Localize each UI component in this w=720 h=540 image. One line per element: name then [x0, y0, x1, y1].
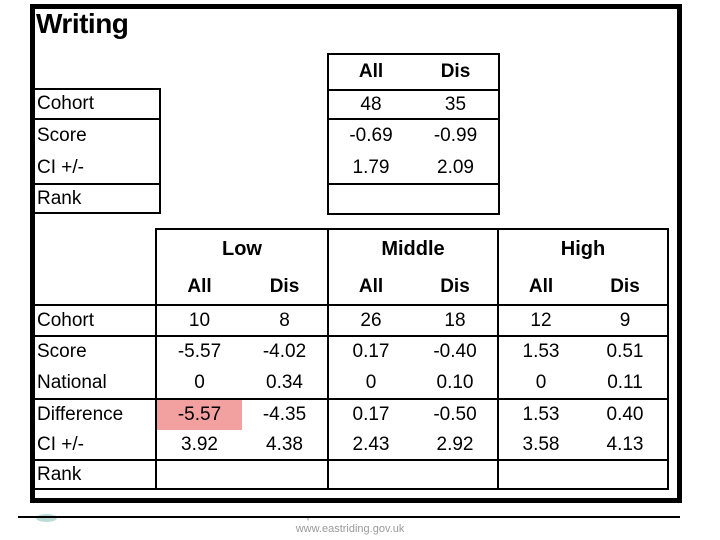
table-cell: 0.51: [583, 335, 669, 367]
column-header: All: [497, 269, 583, 306]
logo-fragment: [36, 514, 57, 522]
table-cell: 9: [583, 304, 669, 337]
difference-highlight-cell: -5.57: [155, 398, 242, 430]
table-cell: 0.17: [327, 335, 413, 367]
table-cell: 3.92: [155, 430, 242, 461]
table-cell: -4.02: [242, 335, 329, 367]
slide-border: [30, 4, 682, 503]
column-header: All: [155, 269, 242, 306]
table-cell: 26: [327, 304, 413, 337]
table-cell: 1.79: [327, 152, 413, 185]
footer-divider: [18, 516, 680, 518]
spacer-cell: [31, 269, 156, 305]
table-cell: 0: [155, 367, 242, 400]
table-cell: 3.58: [497, 430, 583, 461]
table-cell: 4.13: [583, 430, 669, 461]
summary-values-table: All Dis 48 35 -0.69 -0.99 1.79 2.09: [327, 53, 500, 215]
table-cell: 12: [497, 304, 583, 337]
table-cell: -4.35: [242, 398, 329, 430]
row-label: CI +/-: [30, 430, 157, 461]
table-cell: -0.99: [413, 118, 500, 152]
row-label: CI +/-: [30, 152, 161, 185]
row-label: Difference: [30, 398, 157, 430]
row-label: Rank: [30, 183, 161, 214]
row-label: Score: [30, 118, 161, 152]
row-label: Cohort: [30, 88, 161, 120]
table-cell: -0.69: [327, 118, 413, 152]
column-header: Dis: [413, 269, 499, 306]
group-header-middle: Middle: [327, 228, 499, 269]
table-cell: 0: [327, 367, 413, 400]
table-cell: 0.11: [583, 367, 669, 400]
table-cell: -5.57: [155, 335, 242, 367]
table-cell: 0.40: [583, 398, 669, 430]
page-title: Writing: [36, 8, 129, 39]
table-cell: 35: [413, 89, 500, 120]
table-cell: [242, 459, 329, 490]
group-header-high: High: [497, 228, 669, 269]
table-cell: 2.92: [413, 430, 499, 461]
column-header: Dis: [583, 269, 669, 306]
column-header: Dis: [242, 269, 329, 306]
table-cell: 10: [155, 304, 242, 337]
footer-website: www.eastriding.gov.uk: [295, 523, 405, 535]
table-cell: [155, 459, 242, 490]
table-cell: 0.10: [413, 367, 499, 400]
row-label: National: [30, 367, 157, 400]
spacer-cell: [31, 229, 156, 269]
table-cell: [327, 183, 413, 215]
table-cell: 2.09: [413, 152, 500, 185]
row-label: Cohort: [30, 304, 157, 337]
group-header-low: Low: [155, 228, 329, 269]
row-label: Rank: [30, 459, 157, 490]
table-cell: 0.34: [242, 367, 329, 400]
table-cell: 1.53: [497, 335, 583, 367]
table-cell: 48: [327, 89, 413, 120]
table-cell: 18: [413, 304, 499, 337]
column-header: All: [327, 269, 413, 306]
table-cell: [413, 459, 499, 490]
row-label: Score: [30, 335, 157, 367]
table-cell: [327, 459, 413, 490]
table-cell: 0.17: [327, 398, 413, 430]
table-cell: 4.38: [242, 430, 329, 461]
footer-cutoff-text: Telephone 01482 39 39 39: [285, 518, 465, 523]
table-cell: [583, 459, 669, 490]
table-cell: -0.50: [413, 398, 499, 430]
main-table: Low Middle High All Dis All Dis All Dis …: [30, 228, 669, 490]
table-cell: [497, 459, 583, 490]
table-cell: 0: [497, 367, 583, 400]
table-cell: -0.40: [413, 335, 499, 367]
table-cell: [413, 183, 500, 215]
column-header: Dis: [413, 53, 500, 91]
table-cell: 2.43: [327, 430, 413, 461]
summary-row-labels-table: Cohort Score CI +/- Rank: [30, 88, 161, 214]
table-cell: 8: [242, 304, 329, 337]
table-cell: 1.53: [497, 398, 583, 430]
column-header: All: [327, 53, 413, 91]
